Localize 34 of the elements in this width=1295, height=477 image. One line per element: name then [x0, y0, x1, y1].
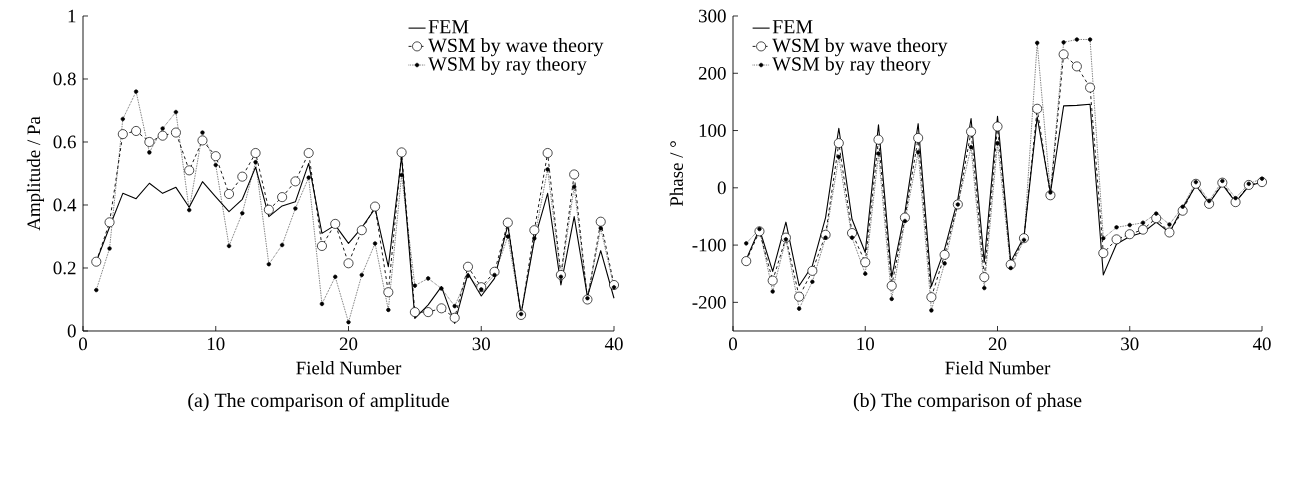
- x-axis-title: Field Number: [945, 361, 1051, 375]
- x-tick-label: 10: [207, 337, 225, 351]
- legend-label: FEM: [772, 20, 813, 34]
- x-axis-title: Field Number: [296, 361, 402, 375]
- x-tick-label: 20: [988, 337, 1007, 351]
- x-tick-label: 40: [604, 337, 623, 351]
- legend-label: FEM: [428, 20, 469, 34]
- y-tick-label: 0.8: [53, 72, 76, 86]
- y-tick-label: -100: [692, 238, 726, 252]
- text: (b) The comparison of phase: [853, 392, 1082, 412]
- legend-label: WSM by wave theory: [772, 38, 948, 57]
- x-tick-label: 30: [472, 337, 490, 351]
- x-tick-label: 20: [339, 337, 358, 351]
- y-tick-label: 300: [699, 9, 726, 23]
- y-axis-title: Amplitude / Pa: [26, 116, 45, 231]
- x-tick-label: 10: [857, 337, 874, 351]
- legend-label: WSM by wave theory: [428, 38, 604, 57]
- y-axis-title: Phase / °: [669, 141, 683, 207]
- x-tick-label: 40: [1252, 337, 1271, 351]
- y-tick-label: 100: [699, 124, 726, 137]
- y-tick-label: 0.2: [53, 261, 76, 275]
- legend-label: WSM by ray theory: [772, 56, 931, 75]
- y-tick-label: 0: [67, 324, 76, 338]
- y-tick-label: 1: [68, 9, 76, 23]
- y-tick-label: -200: [692, 295, 726, 309]
- x-tick-label: 30: [1121, 337, 1139, 351]
- y-tick-label: 0: [717, 181, 726, 195]
- x-tick-label: 0: [728, 337, 738, 351]
- text: (a) The comparison of amplitude: [188, 392, 449, 412]
- legend-label: WSM by ray theory: [428, 56, 587, 75]
- y-tick-label: 0.4: [53, 198, 77, 212]
- x-tick-label: 0: [78, 337, 87, 351]
- y-tick-label: 0.6: [53, 135, 76, 149]
- y-tick-label: 200: [698, 66, 726, 80]
